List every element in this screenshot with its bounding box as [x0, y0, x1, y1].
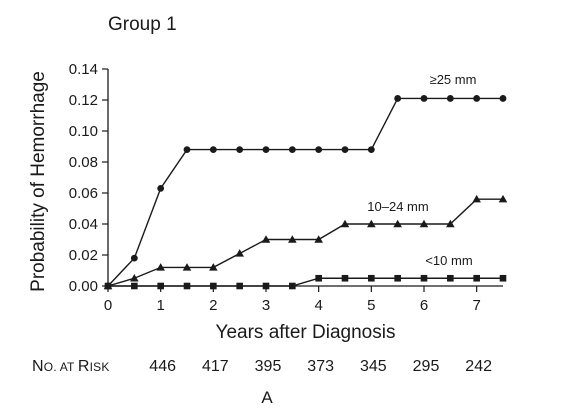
risk-count: 373: [307, 358, 335, 375]
data-point-square: [394, 274, 401, 282]
data-point-triangle: [393, 219, 402, 228]
series-line: [107, 198, 503, 287]
risk-count: 417: [201, 358, 229, 375]
x-tick-label: 2: [209, 297, 217, 314]
data-point-triangle: [340, 219, 350, 228]
y-tick-label: 0.06: [69, 185, 98, 202]
risk-header-part: O. AT: [43, 360, 78, 374]
data-point-square: [131, 282, 138, 290]
data-point-circle: [288, 146, 296, 154]
data-point-square: [447, 274, 454, 282]
data-point-square: [289, 282, 296, 290]
risk-header-part: R: [77, 358, 90, 375]
y-tick-label: 0.12: [69, 92, 98, 109]
y-tick-label: 0.08: [69, 154, 98, 171]
data-point-triangle: [472, 194, 481, 203]
data-point-circle: [341, 146, 349, 154]
data-point-triangle: [419, 219, 429, 228]
risk-header-part: ISK: [89, 360, 110, 374]
data-point-square: [236, 282, 243, 290]
data-point-triangle: [209, 263, 218, 271]
data-point-square: [499, 274, 507, 282]
data-point-circle: [130, 254, 138, 262]
data-point-triangle: [314, 235, 323, 243]
data-point-circle: [236, 146, 244, 154]
series-line: [108, 277, 503, 287]
risk-count: 345: [359, 358, 387, 375]
data-point-circle: [420, 95, 428, 102]
data-point-square: [420, 274, 428, 282]
y-tick-label: 0.04: [69, 216, 98, 233]
y-tick-label: 0.02: [69, 247, 98, 264]
y-tick-label: 0.10: [69, 123, 98, 140]
data-point-circle: [473, 95, 481, 102]
data-point-circle: [367, 146, 375, 154]
y-tick-label: 0.00: [69, 278, 98, 295]
risk-count: 446: [149, 358, 177, 375]
y-axis-label: Probability of Hemorrhage: [28, 71, 49, 292]
data-point-triangle: [235, 249, 244, 257]
series-line: [107, 97, 503, 287]
data-point-circle: [499, 95, 507, 102]
x-tick-label: 6: [420, 297, 428, 314]
risk-count: 295: [412, 358, 440, 375]
x-tick-label: 3: [262, 297, 270, 314]
data-point-circle: [183, 146, 191, 154]
data-point-triangle: [498, 194, 508, 203]
panel-label: A: [261, 388, 273, 407]
data-point-square: [183, 282, 191, 290]
risk-table-header: NO. AT RISK: [32, 358, 110, 376]
risk-count: 242: [465, 358, 493, 375]
data-point-triangle: [367, 219, 376, 228]
data-point-triangle: [182, 263, 192, 271]
data-point-square: [262, 282, 270, 290]
x-tick-label: 0: [104, 297, 112, 314]
data-point-triangle: [288, 235, 297, 243]
data-point-square: [104, 282, 112, 290]
data-point-triangle: [130, 273, 139, 282]
data-point-square: [473, 274, 480, 282]
x-axis-label: Years after Diagnosis: [216, 322, 396, 343]
data-point-triangle: [261, 235, 271, 243]
series-label: 10–24 mm: [367, 199, 428, 214]
data-point-triangle: [156, 263, 165, 271]
series-label: <10 mm: [425, 253, 472, 268]
data-point-circle: [394, 95, 402, 102]
data-point-square: [368, 274, 375, 282]
x-tick-label: 1: [156, 297, 164, 314]
data-point-triangle: [446, 219, 455, 228]
x-tick-label: 5: [367, 297, 375, 314]
data-point-circle: [157, 184, 165, 192]
data-point-square: [157, 282, 164, 290]
data-point-square: [315, 274, 322, 282]
data-point-circle: [315, 146, 323, 154]
data-point-circle: [209, 146, 217, 154]
y-tick-label: 0.14: [69, 61, 98, 78]
x-tick-label: 4: [314, 297, 322, 314]
series-label: ≥25 mm: [430, 72, 477, 87]
data-point-circle: [446, 95, 454, 102]
data-point-square: [341, 274, 349, 282]
risk-count: 395: [254, 358, 282, 375]
data-point-square: [210, 282, 217, 290]
risk-header-part: N: [32, 358, 44, 375]
x-tick-label: 7: [472, 297, 480, 314]
chart-title: Group 1: [108, 14, 177, 35]
data-point-circle: [262, 146, 270, 154]
